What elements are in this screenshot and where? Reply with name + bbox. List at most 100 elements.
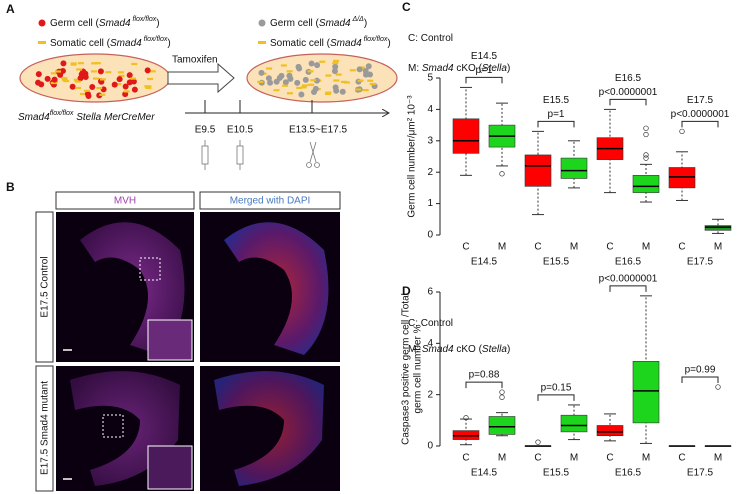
legend-text: Germ cell (Smad4 flox/flox) — [50, 16, 160, 28]
legend-text: C: Control — [408, 318, 453, 329]
outlier — [499, 171, 505, 177]
panel-label: D — [402, 284, 411, 298]
cell — [145, 85, 152, 88]
outlier — [499, 394, 505, 400]
cell — [76, 68, 83, 71]
panel-label: B — [6, 180, 15, 194]
bracket — [681, 120, 719, 128]
cell — [90, 70, 97, 73]
cell — [294, 79, 301, 86]
cell — [332, 61, 339, 65]
column-label: MVH — [114, 196, 136, 207]
cell — [118, 74, 125, 77]
text-part: M: — [408, 63, 422, 74]
p-value: p=0.15 — [541, 383, 572, 394]
group-label: E15.5 — [543, 257, 570, 268]
icons — [201, 140, 320, 170]
cell — [339, 88, 346, 95]
text-part: Somatic cell ( — [270, 38, 331, 49]
cell — [307, 70, 314, 73]
timepoint: E13.5~E17.5 — [289, 125, 348, 136]
cell — [92, 77, 99, 80]
text-part: flox/flox — [50, 110, 74, 117]
text-part: C: Control — [408, 318, 453, 329]
p-value: p=0.99 — [685, 365, 716, 376]
cell — [74, 80, 81, 83]
group-label: E17.5 — [687, 257, 714, 268]
cell — [73, 78, 80, 81]
p-value: p<0.0000001 — [599, 273, 658, 284]
y-tick-label: 3 — [427, 135, 433, 146]
cell — [50, 72, 57, 75]
group-label: E16.5 — [615, 257, 642, 268]
cell — [50, 81, 57, 85]
cell — [54, 70, 61, 73]
text-part: ) — [507, 344, 510, 355]
text-part: flox/flox — [142, 36, 168, 43]
p-value: p=1 — [476, 65, 493, 76]
cell — [367, 79, 374, 82]
micrographs — [56, 212, 340, 491]
group-label: E15.5 — [543, 468, 570, 479]
panel-b-frames — [35, 191, 341, 492]
cell — [89, 83, 96, 90]
text-part: Smad4 — [18, 112, 50, 123]
cell — [273, 89, 280, 92]
outlier — [643, 155, 649, 161]
x-tick-label: C — [606, 453, 613, 464]
legend-text: Somatic cell (Smad4 flox/flox) — [270, 36, 391, 48]
x-tick-label: C — [606, 242, 613, 253]
bracket — [537, 394, 575, 401]
cell — [83, 89, 90, 92]
row-label: E17.5 Smad4 mutant — [40, 381, 51, 475]
text-part: Stella — [482, 63, 507, 74]
x-tick-label: C — [534, 242, 541, 253]
cell — [145, 86, 152, 89]
text-part: M: — [408, 344, 422, 355]
y-axis-label: germ cell number % — [413, 324, 424, 413]
text-part: ) — [156, 18, 159, 29]
cell — [314, 62, 321, 69]
y-tick-label: 2 — [427, 389, 433, 400]
panel-label: A — [6, 2, 15, 16]
cell — [265, 75, 272, 82]
p-value: p<0.0000001 — [599, 87, 658, 98]
cell — [267, 79, 274, 86]
outlier — [715, 384, 721, 390]
cell — [343, 81, 350, 84]
text-part: flox/flox — [131, 16, 157, 23]
x-tick-label: C — [462, 453, 469, 464]
x-tick-label: C — [462, 242, 469, 253]
y-tick-label: 6 — [427, 287, 433, 298]
legend-dot — [38, 19, 46, 27]
annotation-label: E17.5 — [687, 95, 714, 106]
text-part: Smad4 — [319, 18, 351, 29]
cell — [332, 63, 339, 70]
box — [632, 360, 660, 424]
cell — [356, 66, 363, 73]
cell — [144, 67, 151, 74]
cell — [331, 68, 338, 75]
legend-text: M: Smad4 cKO (Stella) — [408, 63, 510, 74]
legend-text: M: Smad4 cKO (Stella) — [408, 344, 510, 355]
y-tick-label: 5 — [427, 73, 433, 84]
cell — [61, 77, 68, 80]
bracket — [465, 381, 503, 389]
cell — [365, 63, 372, 70]
bracket — [465, 76, 503, 84]
legend-text: Germ cell (Smad4 Δ/Δ) — [270, 16, 367, 28]
x-tick-label: C — [534, 453, 541, 464]
outlier — [679, 128, 685, 135]
x-tick-label: C — [678, 242, 685, 253]
cell — [91, 62, 98, 65]
cell — [349, 69, 356, 72]
cell — [147, 77, 154, 81]
text-part: Somatic cell ( — [50, 38, 111, 49]
box — [488, 416, 516, 435]
group-label: E14.5 — [471, 468, 498, 479]
cell — [122, 83, 129, 90]
cell — [44, 75, 51, 82]
y-axis-label: Germ cell number/μm² 10⁻³ — [407, 95, 418, 218]
cell — [51, 76, 58, 83]
box — [560, 414, 588, 433]
